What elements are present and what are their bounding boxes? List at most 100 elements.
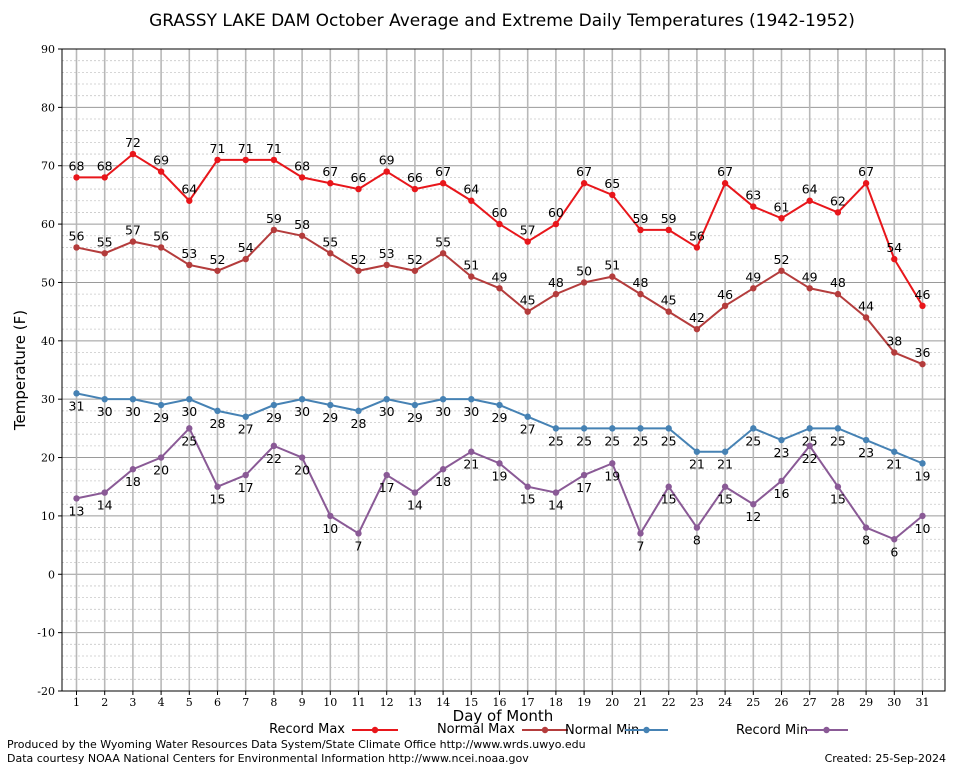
data-point-normal-max <box>693 325 701 333</box>
data-point-normal-min <box>778 436 785 444</box>
data-label-normal-max: 44 <box>858 298 874 313</box>
x-tick-label: 26 <box>775 696 789 709</box>
x-axis-ticks: 1 2 3 4 5 6 7 8 9 10 11 12 13 14 15 16 17 18 19 20 21 22 23 24 2… <box>73 691 930 709</box>
data-label-normal-max: 36 <box>915 345 931 360</box>
data-label-record-min: 6 <box>890 544 898 559</box>
data-point-normal-min <box>129 395 137 403</box>
data-label-normal-max: 48 <box>830 275 846 290</box>
data-point-normal-max <box>750 285 757 292</box>
data-point-normal-max <box>327 250 334 257</box>
data-label-record-min: 10 <box>915 521 931 536</box>
data-point-normal-max <box>101 250 108 257</box>
data-label-record-min: 7 <box>355 538 363 553</box>
data-label-record-max: 69 <box>153 153 169 168</box>
data-label-record-max: 71 <box>238 141 254 156</box>
data-label-record-max: 64 <box>463 182 479 197</box>
data-point-record-max <box>496 220 503 228</box>
x-tick-label: 6 <box>214 696 221 709</box>
data-point-normal-min <box>806 425 813 432</box>
data-point-record-min <box>806 442 813 450</box>
data-point-record-max <box>468 197 475 204</box>
y-tick-label: 50 <box>41 276 55 289</box>
data-point-normal-max <box>721 302 729 309</box>
data-point-normal-min <box>891 448 898 455</box>
data-point-record-min <box>750 501 757 508</box>
data-label-normal-min: 25 <box>604 433 620 448</box>
data-point-record-max <box>750 203 757 210</box>
data-label-record-min: 15 <box>210 492 226 507</box>
data-point-normal-max <box>834 290 842 298</box>
data-point-record-min <box>891 536 898 543</box>
data-point-record-max <box>355 185 362 193</box>
y-tick-label: 10 <box>41 510 55 523</box>
data-point-record-max <box>834 209 842 216</box>
y-tick-label: 80 <box>41 101 55 114</box>
y-tick-label: 20 <box>41 452 55 465</box>
data-point-record-max <box>439 180 447 187</box>
data-label-normal-min: 27 <box>238 422 254 437</box>
data-label-record-min: 15 <box>661 492 677 507</box>
data-point-normal-max <box>778 267 785 274</box>
data-label-normal-max: 49 <box>745 269 761 284</box>
data-point-normal-max <box>242 255 249 263</box>
legend-label-normal-min: Normal Min <box>565 723 639 738</box>
data-label-record-max: 72 <box>125 135 141 150</box>
data-label-record-max: 46 <box>915 287 931 302</box>
data-point-normal-max <box>355 267 362 274</box>
data-label-record-min: 8 <box>862 533 870 548</box>
y-tick-label: 30 <box>41 393 55 406</box>
data-point-record-min <box>73 495 80 502</box>
x-tick-label: 16 <box>493 696 507 709</box>
data-point-record-max <box>101 174 108 181</box>
legend-marker-record-min <box>823 726 830 734</box>
data-point-normal-min <box>609 425 616 432</box>
x-tick-label: 24 <box>718 696 732 709</box>
legend-label-record-min: Record Min <box>736 723 808 738</box>
series-normal-max: 56 55 57 56 53 52 54 59 58 55 52 53 52 55 51 49 45 48 50 51… <box>69 211 931 368</box>
data-point-record-max <box>411 185 419 193</box>
data-point-record-max <box>157 168 165 175</box>
x-tick-label: 27 <box>803 696 817 709</box>
y-tick-label: -20 <box>37 685 55 698</box>
data-label-record-max: 68 <box>69 158 85 173</box>
data-label-normal-min: 21 <box>886 457 902 472</box>
x-tick-label: 20 <box>605 696 619 709</box>
data-label-record-min: 14 <box>407 498 423 513</box>
data-point-normal-max <box>157 244 165 251</box>
data-point-record-max <box>778 215 785 222</box>
data-point-record-max <box>891 255 898 263</box>
data-label-record-min: 8 <box>693 533 701 548</box>
data-point-normal-max <box>270 226 278 234</box>
data-point-record-max <box>270 156 278 164</box>
data-label-normal-max: 48 <box>548 275 564 290</box>
data-point-record-min <box>157 454 165 461</box>
data-point-normal-min <box>101 395 108 403</box>
data-label-normal-max: 56 <box>153 228 169 243</box>
data-point-record-min <box>609 460 616 467</box>
data-label-record-max: 63 <box>745 188 761 203</box>
data-label-record-max: 56 <box>689 228 705 243</box>
data-point-normal-min <box>834 425 842 432</box>
data-point-record-min <box>834 483 842 490</box>
data-point-record-max <box>806 197 813 204</box>
data-label-normal-min: 29 <box>266 410 282 425</box>
data-point-record-min <box>496 460 503 467</box>
data-point-record-min <box>524 483 531 490</box>
data-label-record-min: 19 <box>492 468 508 483</box>
data-point-record-max <box>609 191 616 199</box>
data-label-record-max: 60 <box>548 205 564 220</box>
data-label-normal-min: 28 <box>351 416 367 431</box>
data-label-normal-min: 29 <box>322 410 338 425</box>
data-point-normal-min <box>157 401 165 409</box>
data-label-normal-min: 29 <box>492 410 508 425</box>
data-label-normal-max: 45 <box>661 293 677 308</box>
data-point-normal-min <box>327 401 334 409</box>
x-tick-label: 31 <box>916 696 930 709</box>
data-label-normal-min: 29 <box>153 410 169 425</box>
data-label-normal-max: 59 <box>266 211 282 226</box>
x-tick-label: 13 <box>408 696 422 709</box>
data-label-record-max: 67 <box>322 164 338 179</box>
data-label-record-max: 71 <box>266 141 282 156</box>
x-tick-label: 4 <box>158 696 165 709</box>
data-point-normal-max <box>891 349 898 356</box>
